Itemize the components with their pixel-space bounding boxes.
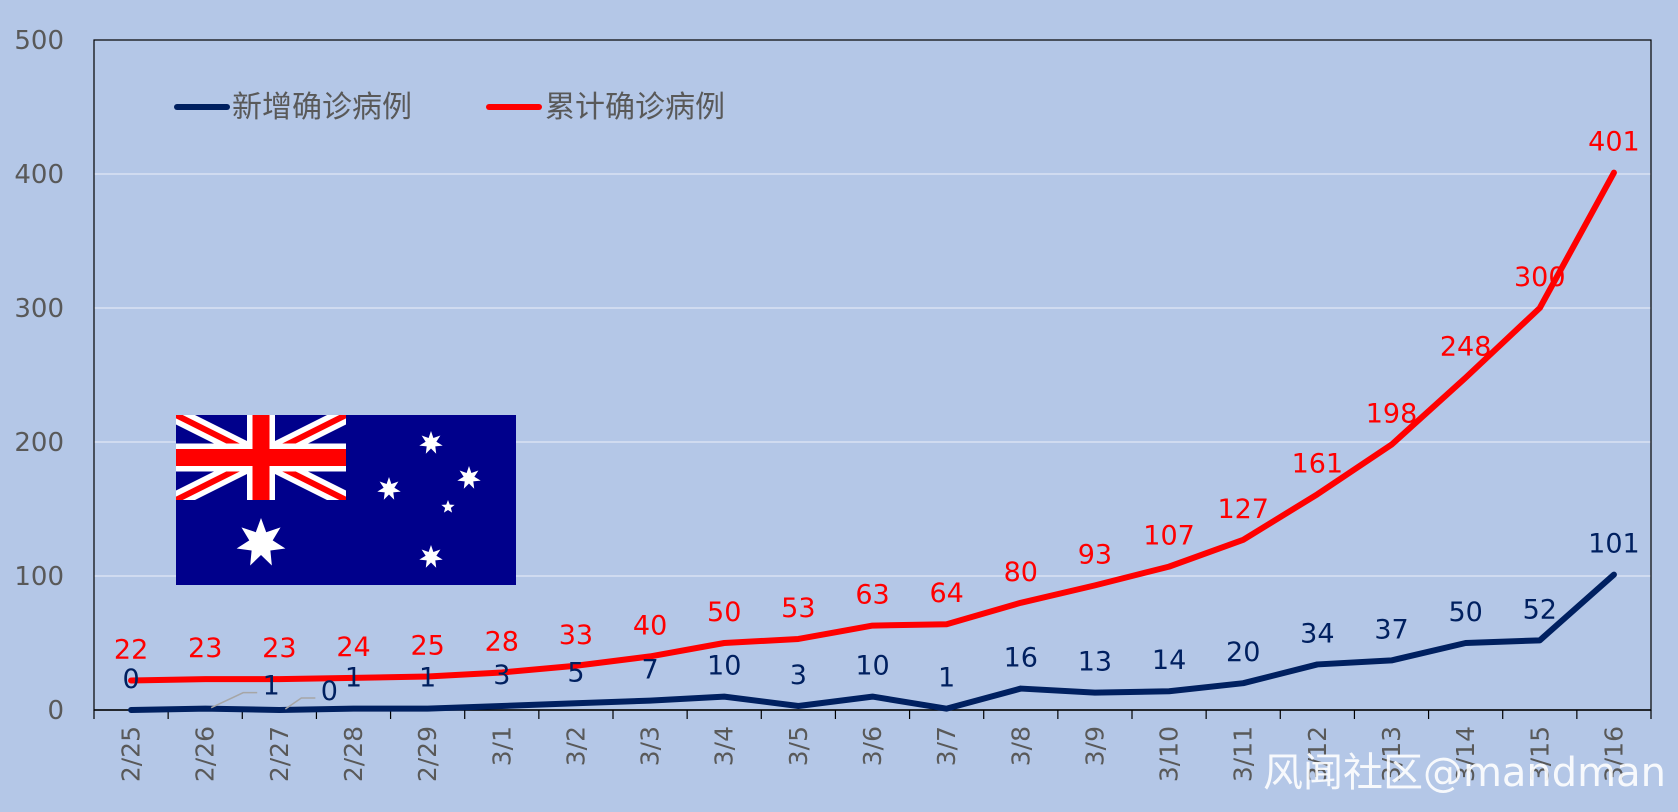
data-label: 7 [641, 655, 658, 686]
y-tick-label: 200 [14, 428, 64, 458]
x-tick-label: 2/28 [339, 726, 368, 782]
data-label: 401 [1588, 127, 1640, 158]
data-label: 198 [1366, 399, 1418, 430]
data-label: 10 [855, 651, 889, 682]
data-label: 161 [1292, 448, 1344, 479]
legend: 新增确诊病例 累计确诊病例 [174, 90, 725, 125]
x-tick-label: 2/25 [117, 726, 146, 782]
flag-star [236, 518, 286, 566]
data-label-leader [210, 691, 258, 709]
data-label: 24 [336, 632, 370, 663]
series-line-total-cases [128, 169, 1617, 684]
data-label: 127 [1217, 494, 1269, 525]
data-label: 13 [1078, 647, 1112, 678]
x-tick-label: 3/11 [1229, 726, 1258, 782]
x-tick-label: 3/10 [1155, 726, 1184, 782]
y-tick-label: 100 [14, 562, 64, 592]
data-label: 63 [855, 580, 889, 611]
data-label: 1 [419, 663, 436, 694]
data-label: 37 [1374, 614, 1408, 645]
data-label: 14 [1152, 645, 1186, 676]
data-label: 20 [1226, 637, 1260, 668]
x-tick-label: 3/5 [784, 726, 813, 766]
series-layer [128, 169, 1617, 713]
flag-star [377, 477, 401, 500]
x-tick-label: 3/2 [561, 726, 590, 766]
data-label: 28 [485, 626, 519, 657]
data-label: 101 [1588, 529, 1640, 560]
data-label: 93 [1078, 539, 1112, 570]
flag-star [457, 466, 481, 489]
flag-star [419, 545, 443, 568]
x-tick-label: 2/26 [191, 726, 220, 782]
data-label: 25 [410, 631, 444, 662]
y-tick-label: 0 [47, 696, 64, 726]
x-tick-label: 3/7 [932, 726, 961, 766]
legend-label-new-cases: 新增确诊病例 [232, 90, 412, 125]
flag-star [441, 500, 455, 513]
data-label: 33 [559, 620, 593, 651]
data-label: 1 [345, 663, 362, 694]
data-label: 3 [493, 660, 510, 691]
flag-star [419, 431, 443, 454]
data-label: 50 [707, 597, 741, 628]
data-label: 22 [114, 635, 148, 666]
data-label: 23 [262, 633, 296, 664]
x-tick-label: 3/12 [1303, 726, 1332, 782]
data-label: 16 [1004, 643, 1038, 674]
x-tick-label: 3/4 [710, 726, 739, 766]
x-tick-label: 3/9 [1080, 726, 1109, 766]
data-label: 3 [790, 660, 807, 691]
watermark: 风闻社区@mandman [1263, 750, 1666, 796]
y-tick-label: 300 [14, 294, 64, 324]
legend-label-total-cases: 累计确诊病例 [545, 90, 725, 125]
data-label: 23 [188, 633, 222, 664]
data-label: 5 [567, 657, 584, 688]
data-label: 1 [938, 663, 955, 694]
x-tick-label: 3/1 [487, 726, 516, 766]
x-tick-label: 3/13 [1377, 726, 1406, 782]
x-tick-label: 3/3 [636, 726, 665, 766]
x-tick-label: 3/14 [1451, 726, 1480, 782]
x-tick-label: 3/15 [1525, 726, 1554, 782]
australia-flag-icon [176, 415, 516, 585]
data-label: 1 [263, 671, 280, 702]
data-label: 34 [1300, 618, 1334, 649]
data-label: 53 [781, 593, 815, 624]
data-label: 0 [122, 664, 139, 695]
x-tick-label: 3/6 [858, 726, 887, 766]
data-label: 40 [633, 610, 667, 641]
series-line-new-cases [128, 571, 1617, 713]
data-label: 50 [1448, 597, 1482, 628]
data-label-leader [284, 697, 316, 710]
data-label: 80 [1004, 557, 1038, 588]
data-label: 107 [1143, 521, 1195, 552]
data-label: 52 [1523, 594, 1557, 625]
x-tick-label: 3/16 [1599, 726, 1628, 782]
data-label: 248 [1440, 332, 1492, 363]
data-label: 64 [929, 578, 963, 609]
y-tick-label: 400 [14, 160, 64, 190]
y-tick-label: 500 [14, 26, 64, 56]
x-tick-label: 3/8 [1006, 726, 1035, 766]
data-label: 0 [321, 676, 338, 707]
x-tick-label: 2/27 [265, 726, 294, 782]
data-label: 300 [1514, 262, 1566, 293]
x-tick-label: 2/29 [413, 726, 442, 782]
data-label: 10 [707, 651, 741, 682]
